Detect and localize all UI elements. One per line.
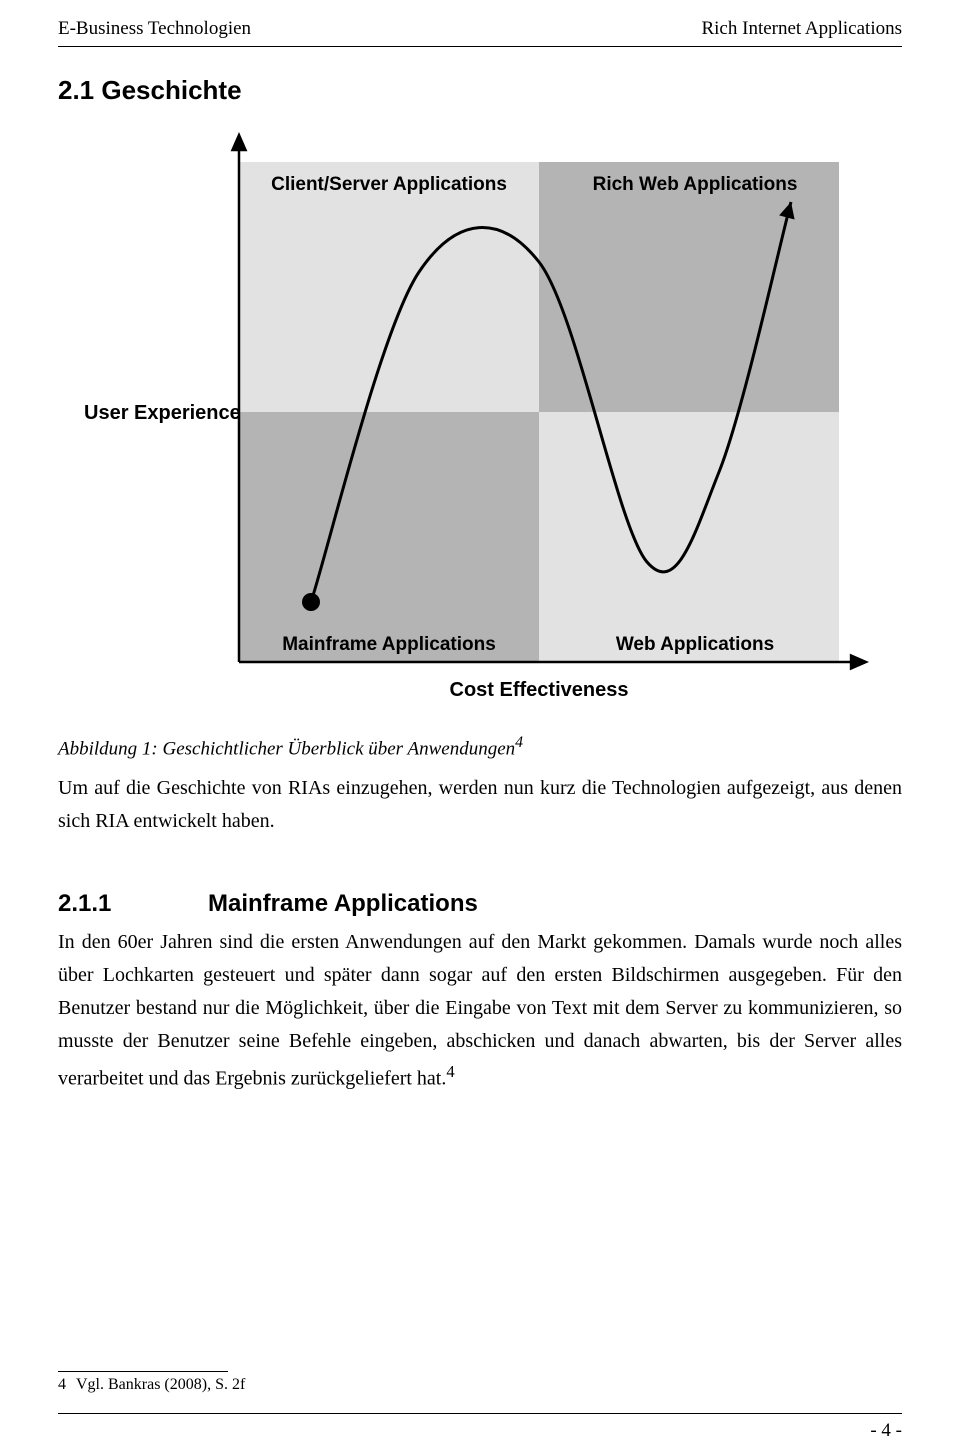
page: E-Business Technologien Rich Internet Ap…: [0, 0, 960, 1454]
svg-text:User Experience: User Experience: [84, 402, 241, 424]
body-paragraph-2: In den 60er Jahren sind die ersten Anwen…: [58, 926, 902, 1096]
section-heading: 2.1 Geschichte: [58, 75, 902, 106]
running-header: E-Business Technologien Rich Internet Ap…: [58, 0, 902, 40]
header-rule: [58, 46, 902, 47]
svg-text:Cost Effectiveness: Cost Effectiveness: [450, 679, 629, 701]
svg-text:Client/Server Applications: Client/Server Applications: [271, 174, 507, 195]
body-paragraph-2-text: In den 60er Jahren sind die ersten Anwen…: [58, 931, 902, 1090]
subsection-number: 2.1.1: [58, 890, 208, 918]
svg-text:Rich Web Applications: Rich Web Applications: [593, 174, 798, 195]
figure-caption: Abbildung 1: Geschichtlicher Überblick ü…: [58, 734, 902, 760]
footnotes: 4 Vgl. Bankras (2008), S. 2f: [58, 1371, 902, 1394]
subsection-heading: 2.1.1 Mainframe Applications: [58, 890, 902, 918]
footnote-line: 4 Vgl. Bankras (2008), S. 2f: [58, 1376, 902, 1394]
figure-caption-super: 4: [515, 734, 523, 751]
quadrant-chart: User Experience Cost Effectiveness Client/…: [84, 132, 876, 722]
footnote-marker: 4: [58, 1376, 66, 1394]
figure-caption-text: Abbildung 1: Geschichtlicher Überblick ü…: [58, 738, 515, 759]
body-paragraph-2-super: 4: [446, 1062, 454, 1081]
footer-rule: [58, 1413, 902, 1414]
footnote-text: Vgl. Bankras (2008), S. 2f: [76, 1376, 245, 1394]
figure: User Experience Cost Effectiveness Client/…: [58, 132, 902, 722]
svg-text:Mainframe Applications: Mainframe Applications: [282, 634, 496, 655]
footnote-rule: [58, 1371, 228, 1372]
svg-text:Web Applications: Web Applications: [616, 634, 774, 655]
header-left: E-Business Technologien: [58, 18, 251, 40]
header-right: Rich Internet Applications: [701, 18, 902, 40]
page-number: - 4 -: [58, 1420, 902, 1442]
page-footer: - 4 -: [58, 1413, 902, 1442]
body-paragraph-1: Um auf die Geschichte von RIAs einzugehe…: [58, 772, 902, 838]
subsection-title: Mainframe Applications: [208, 890, 478, 918]
